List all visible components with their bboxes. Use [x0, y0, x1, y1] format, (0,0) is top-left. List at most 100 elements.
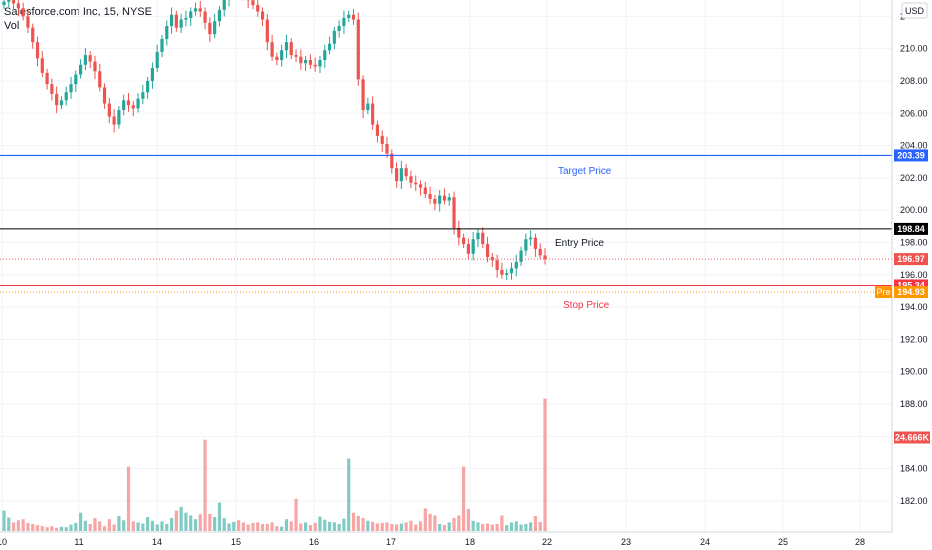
candle [428, 194, 432, 199]
candle [55, 93, 59, 106]
volume-bar [107, 519, 111, 531]
candle [380, 135, 384, 144]
volume-bar [495, 524, 499, 531]
candle [59, 100, 64, 106]
volume-bar [40, 526, 44, 531]
time-tick-label: 23 [621, 537, 631, 547]
currency-button[interactable]: USD [901, 2, 928, 19]
entry-price-annotation: Entry Price [555, 238, 604, 249]
candle [519, 250, 523, 262]
volume-bar [294, 498, 298, 531]
candle [538, 248, 542, 256]
candle [169, 14, 174, 27]
candle [308, 59, 313, 65]
candle [485, 244, 490, 258]
time-tick-label: 11 [74, 537, 83, 547]
candle [399, 168, 403, 182]
candle [476, 232, 480, 240]
volume-bar [485, 523, 490, 531]
candle [107, 103, 111, 117]
volume-bar [45, 527, 49, 531]
volume-bar [256, 522, 260, 531]
volume-bar [533, 515, 538, 531]
volume-bar [64, 527, 68, 531]
volume-bar [289, 521, 293, 531]
volume-bar [366, 520, 370, 531]
volume-bar [55, 527, 59, 531]
candle [327, 43, 332, 51]
candle [35, 42, 40, 59]
price-tick-label: 206.00 [900, 108, 928, 118]
candle [404, 168, 408, 177]
candle [88, 55, 92, 62]
axes-layer [0, 0, 893, 533]
volume-bar [394, 524, 399, 531]
price-badge-label: 203.39 [897, 150, 925, 160]
volume-bar [375, 523, 380, 531]
candle [385, 143, 389, 154]
volume-bar [11, 522, 16, 531]
currency-label[interactable]: USD [905, 6, 925, 16]
candle [251, 0, 255, 6]
time-tick-label: 16 [309, 537, 319, 547]
candle [332, 30, 336, 44]
volume-bar [246, 524, 250, 531]
price-badge [894, 222, 928, 235]
candle [514, 261, 518, 269]
volume-bar [500, 515, 504, 531]
volume-bar [371, 521, 375, 531]
candle [260, 11, 265, 20]
candle [466, 244, 470, 254]
grid-layer [0, 0, 892, 532]
volume-bar [308, 525, 313, 531]
candle [64, 92, 68, 101]
candle [256, 5, 260, 12]
volume-bar [538, 521, 542, 531]
price-tick-label: 204.00 [900, 141, 928, 151]
volume-bars [2, 398, 547, 531]
candle [179, 19, 183, 28]
price-tick-label: 196.00 [900, 270, 928, 280]
volume-bar [351, 512, 356, 531]
volume-bar [21, 519, 25, 531]
volume-bar [7, 517, 11, 531]
volume-bar [26, 522, 30, 531]
candle [433, 198, 437, 204]
candle [361, 79, 365, 111]
volume-bar [361, 518, 365, 531]
time-tick-label: 28 [855, 537, 865, 547]
candle [313, 64, 317, 67]
candle [184, 17, 188, 20]
candle [83, 55, 87, 65]
volume-bar [131, 521, 135, 531]
volume-bar [227, 523, 231, 531]
volume-bar [490, 524, 494, 531]
candle [366, 103, 370, 111]
volume-bar [476, 522, 480, 531]
volume-bar [385, 522, 389, 531]
price-tick-label: 208.00 [900, 76, 928, 86]
volume-bar [509, 522, 514, 531]
time-tick-label: 18 [465, 537, 475, 547]
time-tick-label: 22 [542, 537, 552, 547]
candle [533, 237, 538, 249]
price-tick-label: 198.00 [900, 237, 928, 247]
volume-bar [112, 524, 116, 531]
volume-bar [217, 502, 222, 531]
candle [294, 55, 298, 57]
candle [284, 42, 289, 51]
time-tick-label: 10 [0, 537, 7, 547]
volume-bar [74, 522, 78, 531]
candle [270, 42, 274, 57]
candle [447, 197, 451, 201]
candle [146, 80, 150, 93]
candle [265, 19, 269, 43]
price-tick-label: 210.00 [900, 44, 928, 54]
pre-market-tag-label: Pre [876, 287, 890, 297]
volume-bar [452, 518, 456, 531]
candle [351, 14, 356, 20]
volume-legend-label: Vol [4, 20, 20, 32]
volume-bar [169, 518, 174, 531]
time-tick-label: 17 [386, 537, 396, 547]
